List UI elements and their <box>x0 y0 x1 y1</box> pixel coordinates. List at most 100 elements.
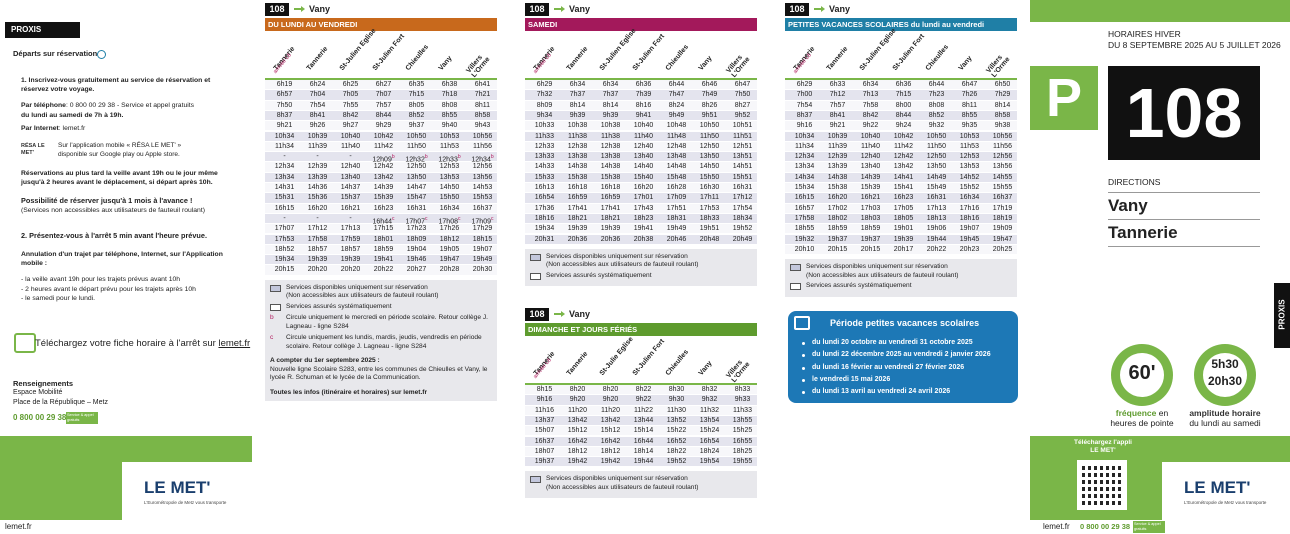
time-cell: 15h47 <box>406 194 427 202</box>
time-cell: 20h31 <box>534 235 555 243</box>
time-cell: 20h20 <box>340 266 361 274</box>
time-cell: 16h31 <box>926 194 947 202</box>
stop-name: Tannerie <box>565 350 590 377</box>
time-cell: 18h59 <box>860 225 881 233</box>
app-text: Téléchargez l'appli LE MET' <box>1074 439 1132 454</box>
time-cell: 17h51 <box>666 204 687 212</box>
time-cell: 15h51 <box>732 173 753 181</box>
time-cell: 6h33 <box>829 81 846 88</box>
download-text: Téléchargez votre fiche horaire à l'arrê… <box>35 338 216 349</box>
time-cell: 18h57 <box>307 245 328 253</box>
time-cell: 19h04 <box>406 245 427 253</box>
table-title: SAMEDI <box>525 18 757 31</box>
time-cell: 15h50 <box>439 194 460 202</box>
resa-icon <box>97 50 106 59</box>
time-cell: 20h48 <box>699 235 720 243</box>
time-cell: 9h29 <box>375 122 392 130</box>
time-cell: 6h34 <box>602 81 619 88</box>
time-cell: 8h58 <box>474 111 491 119</box>
stop-name: Tannerie <box>825 45 850 72</box>
time-cell: 10h56 <box>472 132 493 140</box>
time-cell: 20h27 <box>406 266 427 274</box>
time-cell: 19h37 <box>534 458 555 466</box>
time-cell: 7h55 <box>342 101 359 109</box>
legend-text: Services assurés systématiquement <box>546 272 652 281</box>
phone-label: Par téléphone <box>21 102 66 109</box>
time-cell: 19h41 <box>633 225 654 233</box>
time-cell: 8h42 <box>862 111 879 119</box>
frequency-caption: fréquence en heures de pointe <box>1102 408 1182 428</box>
time-cell: 9h39 <box>569 111 586 119</box>
time-cell: 19h45 <box>959 235 980 243</box>
time-cell: 20h22 <box>373 266 394 274</box>
time-cell: 9h35 <box>961 122 978 130</box>
time-cell: 16h23 <box>893 194 914 202</box>
legend-swatch <box>530 272 541 280</box>
phone-hours: du lundi au samedi de 7h à 19h. <box>21 112 124 119</box>
time-cell: 18h12 <box>439 235 460 243</box>
download-line: Téléchargez votre fiche horaire à l'arrê… <box>35 338 250 349</box>
time-cell: 9h39 <box>602 111 619 119</box>
time-cell: 7h50 <box>734 91 751 99</box>
time-cell: 18h02 <box>827 214 848 222</box>
time-cell: 17h02 <box>827 204 848 212</box>
mode-badge: P <box>1030 66 1098 130</box>
legend-swatch <box>270 284 281 292</box>
time-cell: 6h47 <box>961 81 978 88</box>
time-cell: - <box>316 214 319 222</box>
time-cell: 18h23 <box>633 214 654 222</box>
time-cell: 20h20 <box>307 266 328 274</box>
time-cell: 10h40 <box>860 132 881 140</box>
direction: Vany <box>829 4 851 14</box>
row-band <box>785 172 1017 183</box>
time-cell: 7h00 <box>796 91 813 99</box>
time-cell: 18h21 <box>600 214 621 222</box>
time-cell: 19h47 <box>992 235 1013 243</box>
time-cell: 7h13 <box>862 91 879 99</box>
stop-name: Chieulles <box>924 43 951 72</box>
time-cell: 17h09c <box>466 214 499 226</box>
time-note: b <box>457 154 461 161</box>
time-cell: 16h15 <box>274 204 295 212</box>
legend-label: Services disponibles uniquement sur rése… <box>546 252 688 260</box>
time-cell: 10h53 <box>439 132 460 140</box>
time-cell: 6h57 <box>276 91 293 99</box>
period-bullet <box>802 391 805 395</box>
row-band <box>525 80 757 91</box>
time-cell: 11h40 <box>861 142 880 150</box>
legend-text: Services disponibles uniquement sur rése… <box>546 253 698 270</box>
time-cell: 17h12 <box>732 194 753 202</box>
time-cell: 11h42 <box>894 142 913 150</box>
time-cell: 14h50 <box>439 184 460 191</box>
cancel-item: - le samedi pour le lundi. <box>21 295 96 303</box>
time-cell: 16h42 <box>567 437 588 445</box>
frequency-text: en heures de pointe <box>1110 408 1174 428</box>
time-cell: 19h47 <box>439 256 460 264</box>
stop-name: Vany <box>697 54 714 72</box>
time-cell: 13h42 <box>893 163 914 171</box>
row-band <box>525 183 757 194</box>
period: du lundi 20 octobre au vendredi 31 octob… <box>812 339 973 346</box>
time-cell: 9h16 <box>796 122 813 130</box>
time-cell: 18h25 <box>732 447 753 455</box>
time-cell: 16h44c <box>367 214 400 225</box>
time: 17h09 <box>471 218 491 226</box>
time-cell: 6h29 <box>536 81 553 88</box>
time-cell: 10h56 <box>992 132 1013 140</box>
time-cell: 13h39 <box>827 163 848 171</box>
time-cell: 18h22 <box>666 447 687 455</box>
time-cell: 12h09b <box>367 152 400 163</box>
time-cell: 20h36 <box>567 235 588 243</box>
stop-name: Villers L'Orme <box>725 53 752 79</box>
stop-name: St-Julie Eglise <box>598 335 635 377</box>
time-cell: 13h33 <box>534 153 555 161</box>
time-cell: 19h05 <box>439 245 460 253</box>
time-cell: 17h05 <box>893 204 914 212</box>
row-band <box>525 162 757 173</box>
time-cell: 17h13 <box>340 225 361 233</box>
time-cell: 13h37 <box>534 416 555 424</box>
time-cell: 9h20 <box>569 396 586 404</box>
time-cell: 16h34 <box>439 204 460 212</box>
time-cell: 12h56 <box>472 163 493 171</box>
